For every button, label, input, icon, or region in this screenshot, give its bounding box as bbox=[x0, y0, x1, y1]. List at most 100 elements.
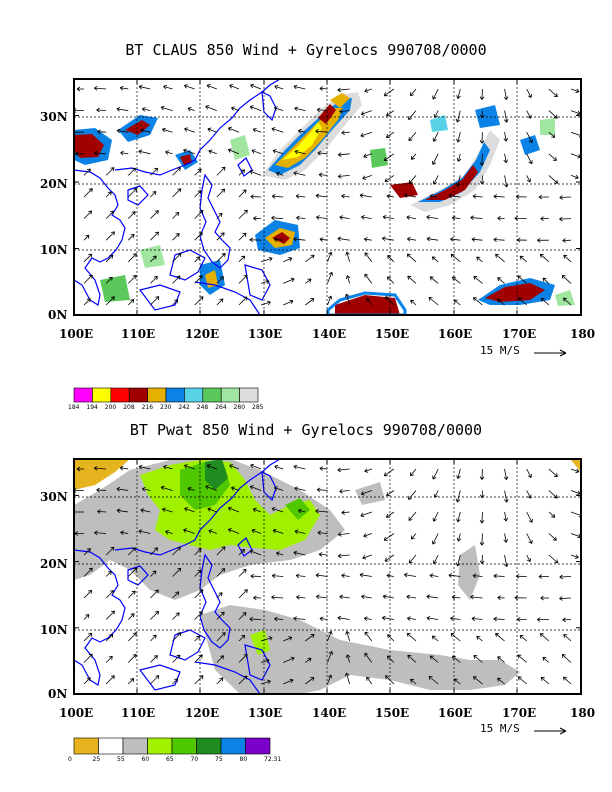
colorbar-tick-label: 242 bbox=[178, 404, 190, 411]
wind-vector bbox=[183, 148, 195, 155]
wind-vector bbox=[187, 486, 195, 492]
wind-vector bbox=[426, 615, 439, 621]
wind-vector bbox=[141, 107, 151, 112]
wind-vector bbox=[172, 632, 182, 642]
wind-vector bbox=[105, 570, 112, 577]
wind-vector bbox=[548, 533, 557, 541]
wind-vector bbox=[172, 252, 182, 263]
wind-vector bbox=[127, 299, 135, 306]
wind-vector bbox=[238, 589, 248, 599]
wind-vector bbox=[238, 169, 246, 176]
wind-vector bbox=[183, 528, 195, 534]
wind-vector bbox=[361, 594, 372, 600]
wind-vector bbox=[362, 175, 372, 180]
wind-vector bbox=[316, 487, 328, 493]
panel1-lon-label-110e: 110E bbox=[121, 327, 156, 341]
wind-vector bbox=[386, 490, 395, 497]
wind-vector bbox=[450, 633, 461, 642]
wind-vector bbox=[426, 215, 439, 220]
wind-vector bbox=[479, 110, 485, 119]
wind-vector bbox=[294, 106, 306, 112]
wind-vector bbox=[495, 633, 505, 642]
wind-vector bbox=[294, 486, 306, 491]
wind-vector bbox=[431, 635, 439, 642]
wind-vector bbox=[548, 131, 556, 138]
wind-vector bbox=[526, 110, 532, 119]
wind-vector bbox=[386, 110, 395, 117]
wind-vector bbox=[216, 166, 226, 176]
wind-vector bbox=[238, 255, 246, 263]
wind-vector bbox=[138, 84, 151, 90]
wind-vector bbox=[410, 299, 417, 306]
wind-vector bbox=[252, 127, 262, 133]
wind-vector bbox=[476, 256, 483, 263]
wind-vector bbox=[341, 130, 350, 136]
colorbar-tick-label: 75 bbox=[215, 756, 223, 763]
wind-vector bbox=[570, 174, 579, 180]
wind-vector bbox=[76, 466, 84, 472]
wind-vector bbox=[526, 132, 533, 144]
wind-vector bbox=[473, 275, 483, 284]
colorbar-swatch bbox=[147, 387, 167, 403]
wind-vector bbox=[384, 175, 395, 183]
wind-vector bbox=[363, 237, 372, 242]
wind-vector bbox=[293, 616, 306, 621]
wind-vector bbox=[172, 567, 182, 577]
wind-vector bbox=[229, 464, 240, 470]
wind-vector bbox=[74, 531, 84, 536]
wind-vector bbox=[448, 193, 461, 199]
wind-vector bbox=[450, 616, 461, 621]
wind-vector bbox=[570, 110, 581, 116]
colorbar-tick-label: 264 bbox=[215, 404, 227, 411]
wind-vector bbox=[385, 511, 395, 518]
wind-vector bbox=[253, 595, 262, 601]
wind-vector bbox=[470, 594, 483, 600]
wind-vector bbox=[363, 533, 372, 538]
wind-vector bbox=[503, 490, 509, 503]
wind-vector bbox=[127, 188, 138, 198]
wind-vector bbox=[260, 279, 270, 284]
wind-vector bbox=[150, 547, 159, 556]
wind-vector bbox=[431, 256, 439, 263]
wind-vector bbox=[540, 297, 550, 306]
wind-vector bbox=[194, 589, 204, 599]
colorbar-swatch bbox=[239, 387, 259, 403]
wind-vector bbox=[227, 506, 240, 513]
wind-vector bbox=[94, 150, 107, 156]
wind-vector bbox=[519, 255, 527, 263]
panel2-vector-reference-label: 15 M/S bbox=[480, 722, 520, 735]
panel2-map bbox=[74, 459, 581, 694]
wind-vector bbox=[360, 511, 372, 518]
wind-vector bbox=[93, 85, 107, 91]
wind-vector bbox=[150, 167, 159, 176]
colorbar-swatch bbox=[73, 387, 93, 403]
panel2-lat-label-0n: 0N bbox=[48, 687, 68, 701]
wind-vector bbox=[363, 616, 372, 622]
wind-vector bbox=[260, 636, 273, 642]
colorbar-swatch bbox=[110, 387, 130, 403]
colorbar-tick-label: 194 bbox=[86, 404, 98, 411]
wind-vector bbox=[293, 171, 306, 176]
wind-vector bbox=[116, 508, 129, 514]
wind-vector bbox=[476, 635, 483, 642]
wind-vector bbox=[385, 131, 395, 138]
wind-vector bbox=[238, 232, 247, 241]
wind-vector bbox=[548, 110, 558, 119]
wind-vector bbox=[319, 86, 328, 91]
wind-vector bbox=[83, 653, 93, 663]
panel2-reference-arrowhead bbox=[559, 727, 567, 735]
panel2-lat-label-30n: 30N bbox=[40, 490, 68, 504]
wind-vector bbox=[206, 464, 217, 470]
wind-vector bbox=[316, 594, 328, 600]
wind-vector bbox=[238, 634, 246, 642]
wind-vector bbox=[493, 237, 505, 243]
wind-vector bbox=[127, 567, 138, 577]
wind-vector bbox=[337, 532, 350, 537]
wind-vector bbox=[406, 632, 417, 642]
wind-vector bbox=[208, 149, 217, 155]
wind-vector bbox=[517, 297, 527, 306]
wind-vector bbox=[429, 573, 439, 578]
wind-vector bbox=[162, 507, 173, 513]
panel1-lon-label-160e: 160E bbox=[438, 327, 473, 341]
wind-vector bbox=[362, 554, 372, 560]
